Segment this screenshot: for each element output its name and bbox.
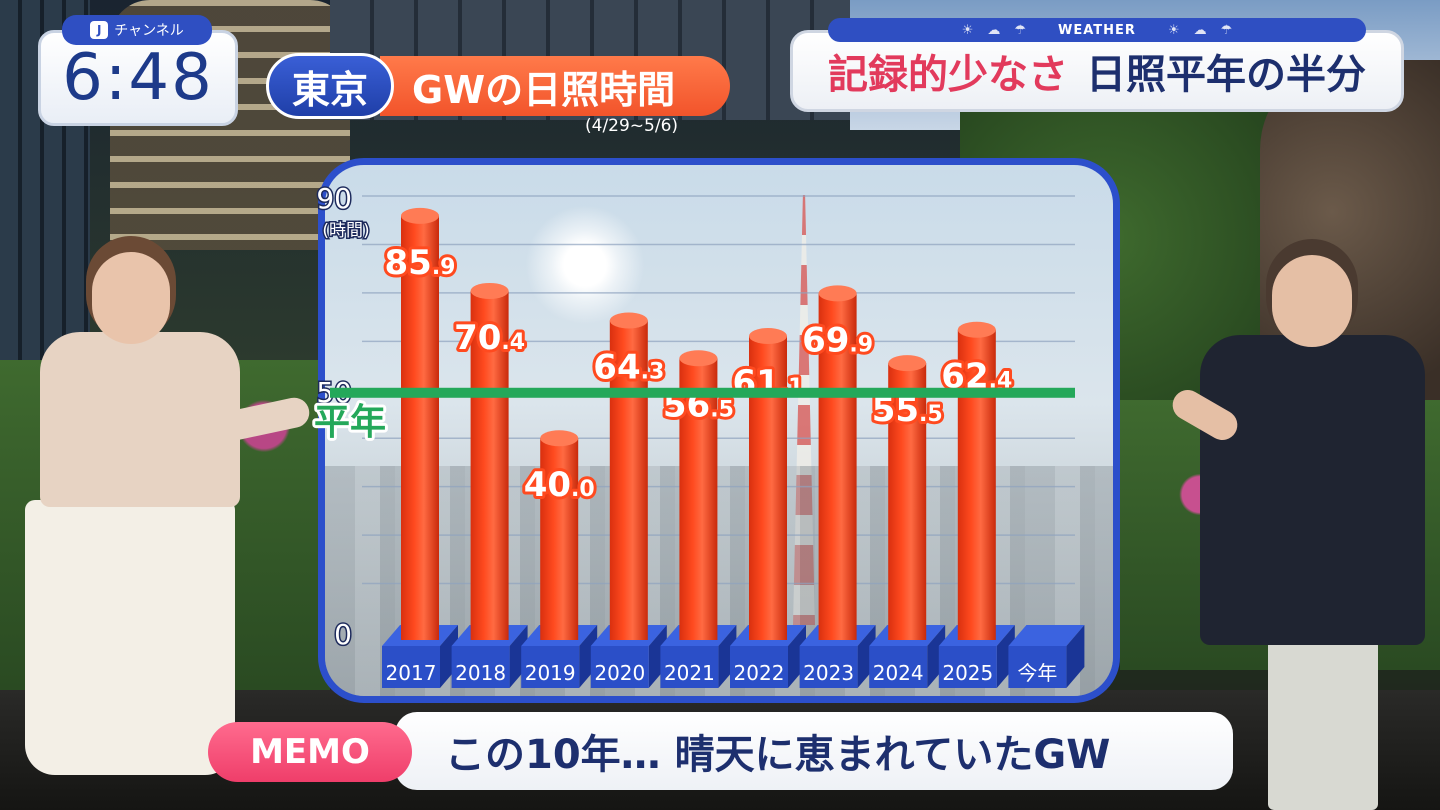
chart-period: (4/29~5/6) (585, 116, 679, 136)
x-tick-label: 2025 (942, 661, 993, 685)
x-tick-label: 今年 (1017, 661, 1057, 685)
y-axis-unit-label: (時間) (322, 221, 369, 241)
sun-icon: ☀ (961, 22, 974, 38)
x-tick-label: 2018 (455, 661, 506, 685)
cloud-icon: ☁ (987, 22, 1001, 38)
data-label: 64.3 (593, 348, 664, 388)
weather-headline: 記録的少なさ 日照平年の半分 (790, 30, 1404, 112)
bar (609, 320, 648, 640)
x-tick-label: 2023 (803, 661, 854, 685)
bar-cap (401, 207, 439, 224)
bar (401, 215, 439, 640)
bar-cap (470, 282, 509, 299)
normal-line (330, 387, 1075, 398)
presenter-left-body (40, 332, 240, 507)
presenter-right-body (1200, 335, 1425, 645)
cloud-icon: ☁ (1193, 22, 1207, 38)
normal-line-label: 平年 (314, 402, 386, 443)
clock: 6:48 (38, 30, 238, 126)
x-tick-label: 2019 (525, 661, 576, 685)
bar (470, 290, 509, 640)
x-tick-label: 2020 (594, 661, 645, 685)
channel-logo-icon: J (90, 21, 109, 39)
axis-base-block (869, 646, 928, 688)
axis-base-block (799, 646, 858, 688)
bar (957, 329, 996, 640)
bar (888, 363, 927, 640)
bar-cap (540, 430, 579, 447)
weather-bar: ☀ ☁ ☂ WEATHER ☀ ☁ ☂ (828, 18, 1366, 42)
memo-text: この10年… 晴天に恵まれていたGW (395, 712, 1233, 790)
bar (749, 336, 787, 640)
weather-label: WEATHER (1058, 22, 1136, 38)
clock-time: 6:48 (62, 41, 214, 115)
axis-base-block (382, 646, 440, 688)
axis-base-side (1066, 625, 1085, 688)
bar-cap (888, 355, 927, 372)
presenter-right-legs (1268, 640, 1378, 810)
sun-graphic (525, 205, 645, 325)
data-label: 85.9 (385, 243, 456, 283)
data-label: 70.4 (454, 318, 525, 358)
bar-cap (957, 321, 996, 338)
bar (818, 293, 857, 640)
sun-icon: ☀ (1167, 22, 1180, 38)
memo-label: MEMO (208, 722, 412, 782)
data-label: 69.9 (802, 320, 873, 360)
weather-headline-rest: 日照平年の半分 (1086, 52, 1366, 98)
axis-base-block (521, 646, 580, 688)
axis-base-block (730, 646, 788, 688)
channel-label: チャンネル (114, 23, 184, 39)
axis-base-block (590, 646, 649, 688)
x-tick-label: 2022 (734, 661, 785, 685)
bar (540, 438, 579, 640)
bar (679, 358, 718, 640)
axis-base-block (938, 646, 997, 688)
bar-cap (679, 350, 718, 367)
y-tick-label: 0 (334, 618, 352, 651)
chart-title: GWの日照時間 (380, 56, 730, 116)
data-label: 40.0 (524, 465, 595, 505)
bar-cap (749, 328, 787, 345)
umbrella-icon: ☂ (1220, 22, 1233, 38)
bar-cap (609, 312, 648, 329)
city-badge: 東京 (266, 53, 394, 119)
axis-base-top (1008, 625, 1085, 646)
bar-cap (818, 285, 857, 302)
channel-tab: J チャンネル (62, 15, 212, 45)
axis-base-block (451, 646, 510, 688)
x-tick-label: 2024 (873, 661, 924, 685)
presenter-right-head (1272, 255, 1352, 347)
presenter-left-skirt (25, 500, 235, 775)
axis-base-block (1008, 646, 1067, 688)
weather-headline-accent: 記録的少なさ (828, 52, 1068, 98)
x-tick-label: 2021 (664, 661, 715, 685)
y-tick-label: 90 (316, 182, 352, 215)
axis-base-block (660, 646, 719, 688)
umbrella-icon: ☂ (1014, 22, 1027, 38)
x-tick-label: 2017 (386, 661, 437, 685)
presenter-left-head (92, 252, 170, 344)
